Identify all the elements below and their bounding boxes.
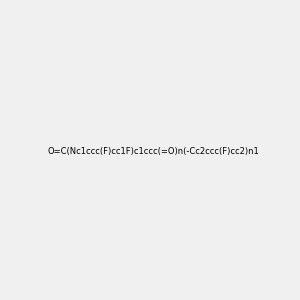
Text: O=C(Nc1ccc(F)cc1F)c1ccc(=O)n(-Cc2ccc(F)cc2)n1: O=C(Nc1ccc(F)cc1F)c1ccc(=O)n(-Cc2ccc(F)c… (48, 147, 260, 156)
